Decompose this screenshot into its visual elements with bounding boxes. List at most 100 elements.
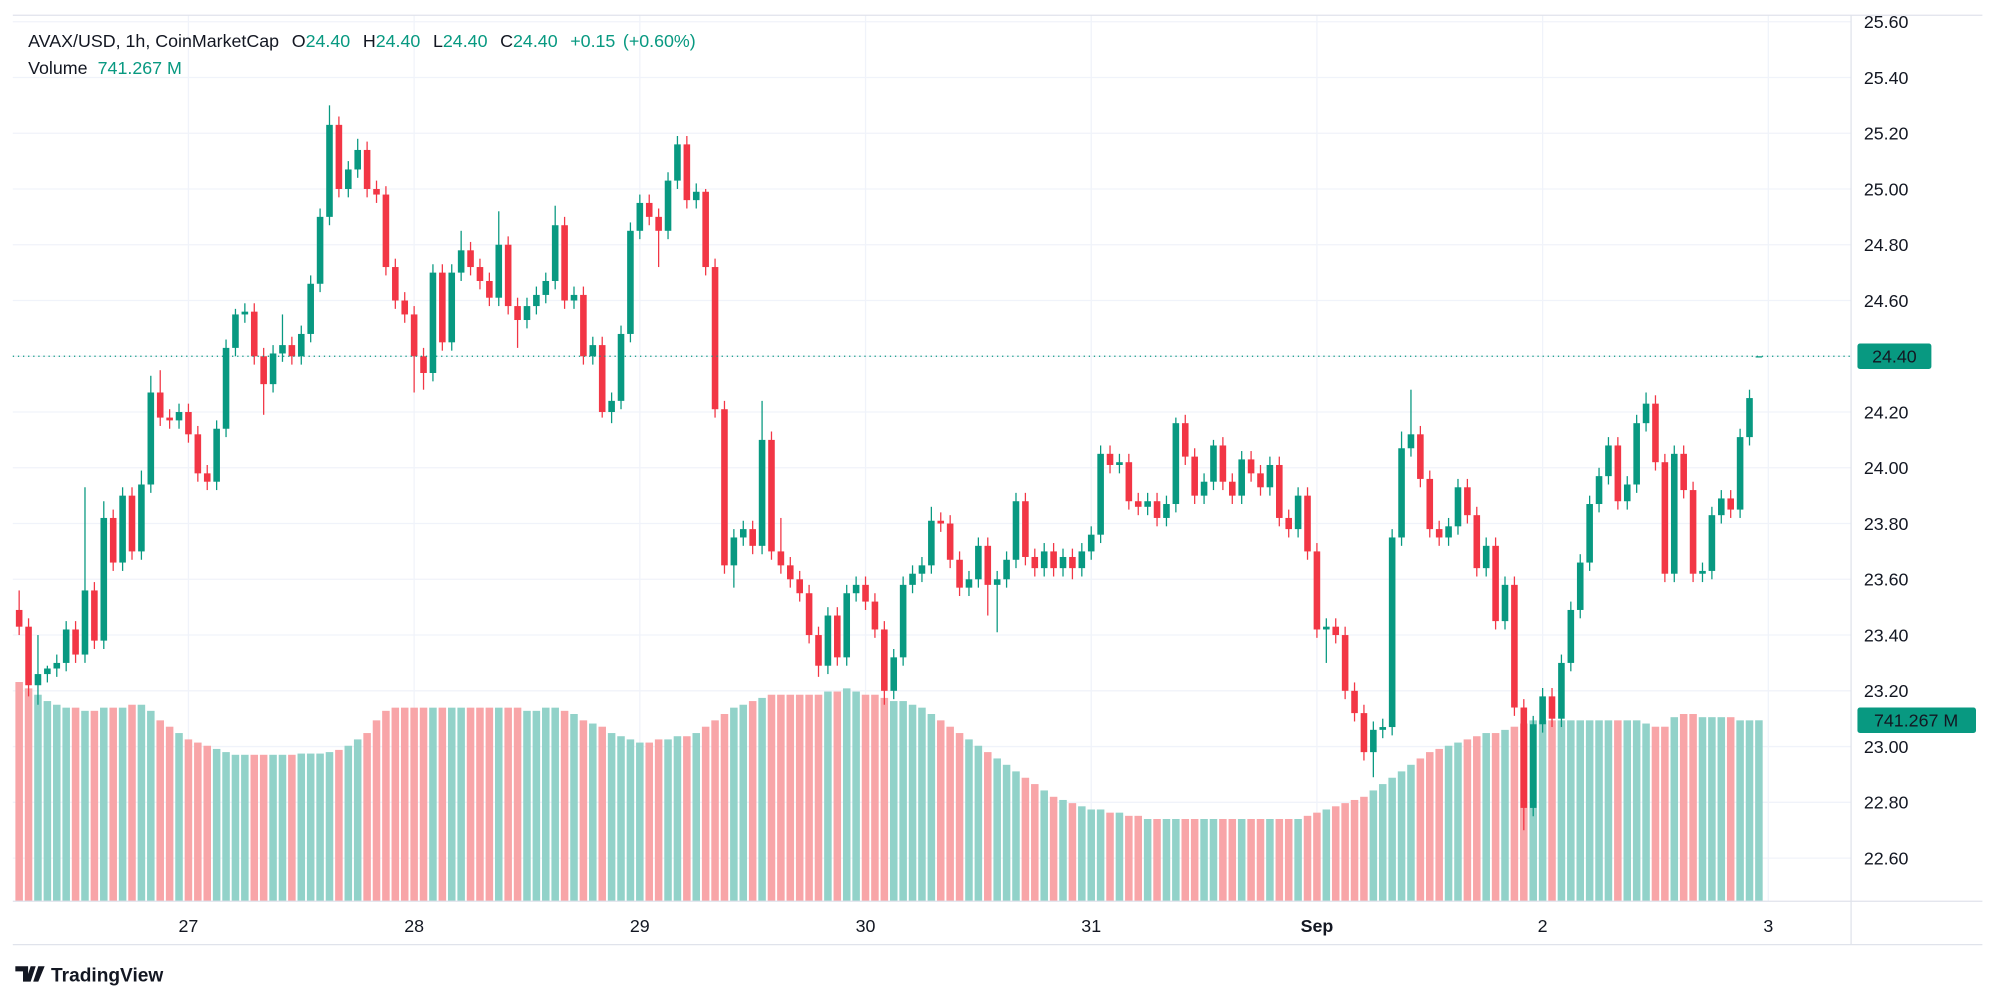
candle-body: [965, 579, 973, 588]
candle-body: [100, 517, 108, 641]
volume-bar: [1266, 819, 1274, 902]
last-price-box: [1857, 343, 1932, 370]
candle-body: [570, 294, 578, 301]
volume-bar: [1068, 803, 1077, 902]
candle-body: [1323, 626, 1330, 630]
volume-bar: [1153, 819, 1161, 902]
volume-bar: [786, 694, 795, 902]
candle-body: [373, 188, 380, 195]
volume-bar: [1012, 771, 1020, 902]
y-tick-label: 24.60: [1864, 291, 1909, 311]
volume-bar: [1576, 720, 1584, 902]
candle-body: [232, 314, 239, 348]
volume-bar: [1736, 720, 1744, 902]
volume-bar: [645, 742, 653, 902]
candle-body: [213, 428, 220, 482]
y-tick-label: 25.20: [1864, 124, 1909, 144]
volume-bar: [466, 707, 475, 902]
volume-bar: [1078, 806, 1086, 902]
candle-body: [166, 417, 173, 421]
volume-bar: [24, 688, 33, 902]
candle-body: [824, 615, 832, 666]
candle-body: [589, 345, 597, 357]
candle-body: [1407, 434, 1415, 449]
candle-body: [711, 267, 719, 410]
candle-body: [119, 495, 126, 563]
candle-body: [1558, 662, 1565, 719]
volume-bar: [607, 733, 616, 902]
volume-bar: [1416, 758, 1425, 902]
branding: TradingView: [15, 966, 163, 987]
candle-body: [1661, 462, 1669, 574]
volume-bar: [250, 754, 259, 902]
candle-body: [345, 169, 352, 189]
legend-value: 24.40: [306, 31, 351, 51]
candle-body: [1746, 398, 1753, 438]
candle-body: [1473, 515, 1481, 569]
candle-body: [627, 230, 634, 334]
candle-body: [1266, 464, 1274, 488]
volume-bar: [457, 707, 465, 902]
candle-body: [1388, 537, 1396, 728]
candle-body: [542, 280, 550, 295]
candle-body: [1022, 501, 1029, 557]
volume-bar: [1388, 777, 1396, 902]
candle-body: [1379, 727, 1387, 730]
candle-body: [1116, 462, 1123, 465]
candle-body: [1595, 476, 1603, 505]
candle-body: [1567, 609, 1575, 663]
candle-body: [758, 439, 766, 546]
volume-bar: [1585, 720, 1594, 902]
candle-body: [1031, 556, 1039, 569]
volume-bar: [833, 691, 842, 902]
candle-body: [1069, 556, 1076, 569]
candle-body: [335, 124, 343, 189]
volume-bar: [1341, 803, 1349, 902]
candle-body: [1708, 515, 1716, 571]
volume-bar: [598, 726, 606, 902]
volume-bar: [1294, 819, 1302, 902]
volume-bar: [1200, 819, 1208, 902]
candle-body: [448, 272, 456, 343]
volume-bar: [899, 701, 907, 902]
legend-value: 24.40: [443, 31, 488, 51]
candle-body: [1294, 495, 1302, 530]
candle-body: [1736, 437, 1744, 510]
candle-body: [683, 144, 691, 201]
volume-bar: [231, 754, 240, 902]
candle-body: [486, 280, 493, 298]
y-tick-label: 23.00: [1864, 737, 1909, 757]
candle-body: [834, 615, 841, 658]
volume-bar: [570, 714, 578, 902]
brand-name: TradingView: [51, 966, 163, 987]
volume-bar: [212, 748, 221, 902]
volume-bar: [1256, 819, 1265, 902]
candle-body: [91, 590, 98, 641]
candle-body: [138, 484, 145, 552]
volume-bar: [758, 697, 766, 902]
candle-body: [1586, 504, 1593, 563]
volume-bar: [1661, 726, 1669, 902]
volume-value-box: [1857, 707, 1977, 734]
candle-body: [15, 609, 23, 627]
candle-body: [72, 629, 79, 655]
volume-bar: [90, 710, 99, 902]
volume-bar: [720, 714, 729, 902]
volume-bar: [335, 749, 343, 902]
candle-body: [730, 537, 738, 566]
volume-bar: [673, 736, 682, 902]
candle-body: [1520, 707, 1528, 808]
volume-bar: [1717, 717, 1726, 902]
volume-bar: [288, 754, 296, 902]
candle-body: [156, 392, 164, 418]
volume-bar: [1350, 799, 1359, 902]
candle-body: [608, 400, 615, 413]
volume-bar: [1378, 784, 1387, 902]
legend-label: L: [433, 31, 443, 51]
candle-body: [467, 250, 474, 268]
candle-body: [1200, 481, 1208, 496]
candle-body: [1370, 729, 1377, 753]
candle-body: [457, 250, 465, 273]
candle-body: [984, 545, 992, 585]
